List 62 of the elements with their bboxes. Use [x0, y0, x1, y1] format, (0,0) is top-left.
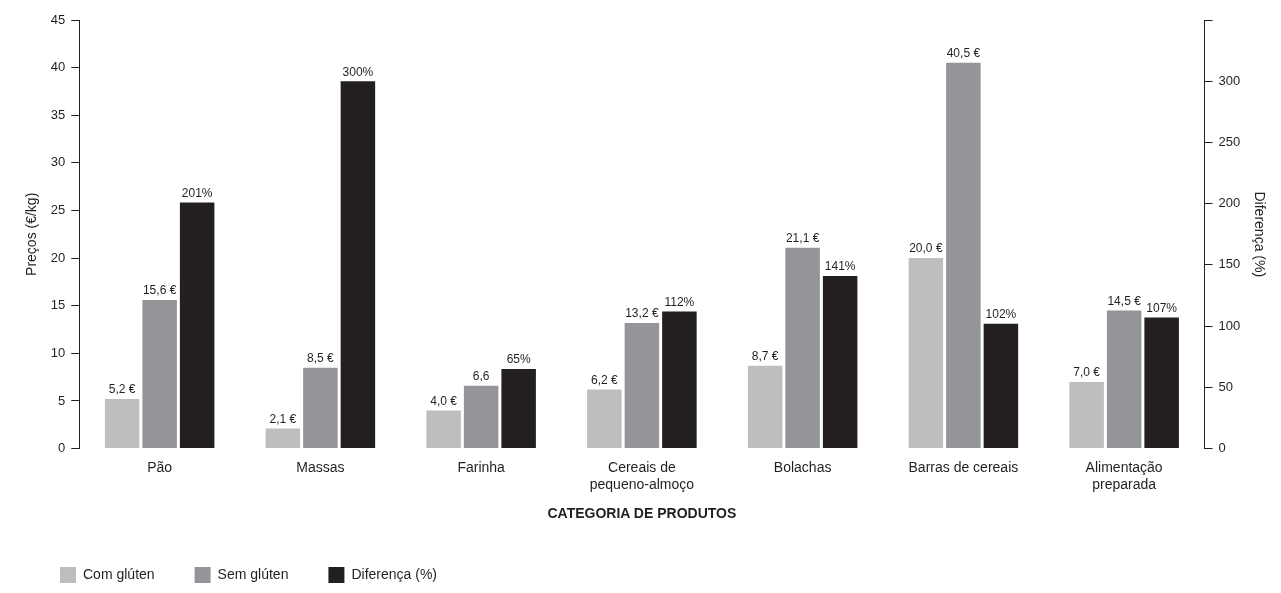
data-label: 20,0 € [909, 241, 943, 256]
data-label: 201% [181, 185, 213, 200]
legend-label: Diferença (%) [351, 565, 438, 582]
data-label: 14,5 € [1107, 293, 1142, 308]
bar [747, 365, 783, 449]
y-tick-label: 15 [50, 297, 66, 313]
data-label: 8,5 € [307, 350, 335, 365]
bar [104, 399, 140, 449]
data-label: 141% [824, 259, 856, 274]
legend-label: Sem glúten [217, 565, 289, 582]
bar [908, 258, 944, 449]
y-tick-label: 35 [50, 106, 66, 122]
data-label: 13,2 € [625, 306, 659, 321]
bar [587, 389, 622, 449]
data-label: 21,1 € [785, 230, 820, 245]
y-tick-label: 0 [58, 440, 66, 456]
x-tick-label: Massas [296, 458, 345, 475]
x-tick-label: Bolachas [773, 458, 832, 475]
data-label: 8,7 € [751, 349, 779, 364]
data-label: 300% [342, 64, 374, 79]
y2-tick-label: 50 [1218, 378, 1233, 394]
data-label: 65% [506, 352, 531, 367]
x-tick-label: Alimentação preparada [1085, 458, 1163, 492]
bar [303, 367, 338, 449]
y-tick-label: 10 [50, 344, 66, 360]
x-axis-title: CATEGORIA DE PRODUTOS [547, 505, 737, 522]
y2-tick-label: 300 [1218, 72, 1241, 88]
x-tick-label: Cereais de pequeno-almoço [589, 458, 695, 492]
data-label: 40,5 € [946, 46, 981, 61]
bar [946, 62, 981, 449]
y2-axis-title: Diferença (%) [1251, 191, 1268, 278]
data-label: 2,1 € [269, 411, 297, 426]
x-tick-label: Pão [147, 458, 173, 475]
y2-tick-label: 250 [1218, 134, 1241, 150]
data-label: 107% [1146, 300, 1178, 315]
y-tick-label: 20 [50, 249, 66, 265]
data-label: 102% [985, 307, 1017, 322]
bar [1069, 381, 1104, 449]
y-tick-label: 45 [50, 11, 66, 27]
y2-tick-label: 150 [1218, 256, 1241, 272]
bar [340, 81, 376, 449]
data-label: 7,0 € [1073, 365, 1101, 380]
x-tick-label: Farinha [457, 458, 506, 475]
legend-label: Com glúten [83, 565, 155, 582]
data-label: 4,0 € [430, 393, 458, 408]
y2-tick-label: 0 [1218, 440, 1226, 456]
y-tick-label: 5 [58, 392, 66, 408]
y-axis-title: Preços (€/kg) [23, 192, 40, 276]
y-tick-label: 30 [50, 154, 66, 170]
y2-tick-label: 100 [1218, 317, 1241, 333]
data-label: 6,2 € [591, 372, 619, 387]
data-label: 15,6 € [142, 283, 177, 298]
y2-tick-label: 200 [1218, 195, 1241, 211]
data-label: 5,2 € [108, 382, 136, 397]
x-tick-label: Barras de cereais [908, 458, 1019, 475]
bar [983, 323, 1019, 449]
y-tick-label: 25 [50, 202, 66, 218]
y-tick-label: 40 [50, 59, 66, 75]
bar [426, 410, 461, 449]
data-label: 112% [664, 294, 695, 309]
bar [265, 428, 301, 449]
data-label: 6,6 [472, 369, 490, 384]
